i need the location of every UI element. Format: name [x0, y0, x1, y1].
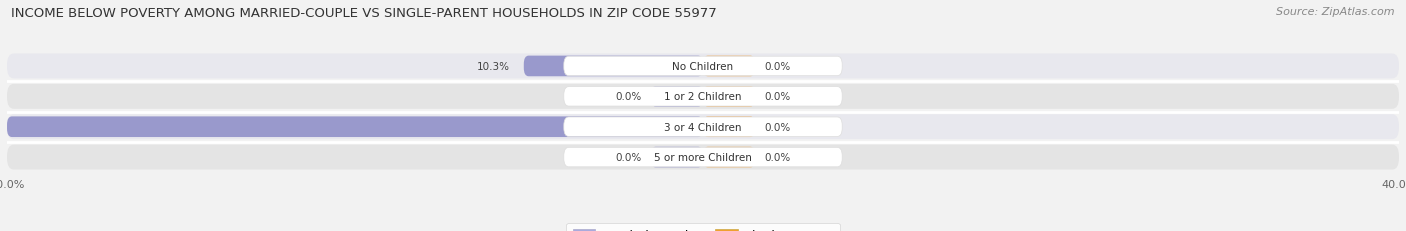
- Text: 0.0%: 0.0%: [763, 122, 790, 132]
- Text: INCOME BELOW POVERTY AMONG MARRIED-COUPLE VS SINGLE-PARENT HOUSEHOLDS IN ZIP COD: INCOME BELOW POVERTY AMONG MARRIED-COUPL…: [11, 7, 717, 20]
- FancyBboxPatch shape: [703, 147, 755, 168]
- FancyBboxPatch shape: [524, 56, 703, 77]
- FancyBboxPatch shape: [7, 115, 1399, 140]
- Text: 0.0%: 0.0%: [763, 92, 790, 102]
- FancyBboxPatch shape: [564, 118, 842, 137]
- FancyBboxPatch shape: [7, 117, 703, 137]
- FancyBboxPatch shape: [651, 87, 703, 107]
- FancyBboxPatch shape: [703, 117, 755, 137]
- Text: 5 or more Children: 5 or more Children: [654, 152, 752, 162]
- FancyBboxPatch shape: [7, 85, 1399, 109]
- FancyBboxPatch shape: [7, 54, 1399, 79]
- FancyBboxPatch shape: [703, 87, 755, 107]
- Text: 0.0%: 0.0%: [763, 62, 790, 72]
- FancyBboxPatch shape: [7, 145, 1399, 170]
- FancyBboxPatch shape: [564, 148, 842, 167]
- Text: 10.3%: 10.3%: [477, 62, 510, 72]
- FancyBboxPatch shape: [564, 87, 842, 106]
- FancyBboxPatch shape: [651, 147, 703, 168]
- Legend: Married Couples, Single Parents: Married Couples, Single Parents: [567, 223, 839, 231]
- Text: 0.0%: 0.0%: [763, 152, 790, 162]
- Text: 1 or 2 Children: 1 or 2 Children: [664, 92, 742, 102]
- Text: 0.0%: 0.0%: [616, 152, 643, 162]
- FancyBboxPatch shape: [703, 56, 755, 77]
- Text: 3 or 4 Children: 3 or 4 Children: [664, 122, 742, 132]
- FancyBboxPatch shape: [564, 57, 842, 76]
- Text: No Children: No Children: [672, 62, 734, 72]
- Text: 0.0%: 0.0%: [616, 92, 643, 102]
- Text: Source: ZipAtlas.com: Source: ZipAtlas.com: [1277, 7, 1395, 17]
